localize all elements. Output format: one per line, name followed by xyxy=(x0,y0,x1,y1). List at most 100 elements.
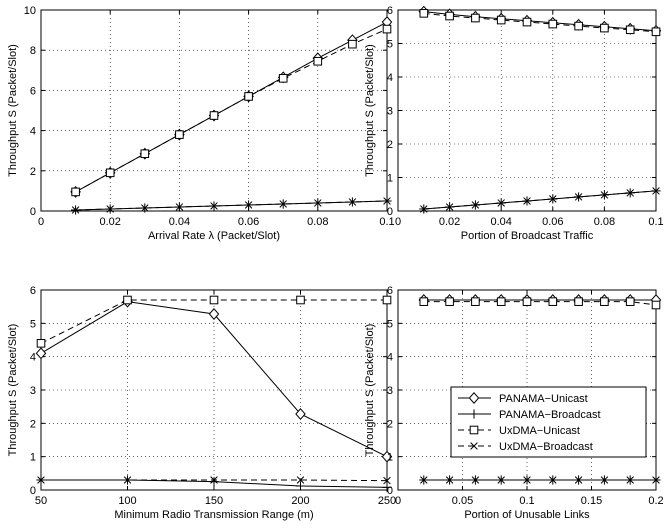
series-line xyxy=(423,301,657,306)
x-tick-label: 0.1 xyxy=(648,216,663,228)
series-line xyxy=(75,21,388,193)
data-point xyxy=(210,476,218,484)
y-tick-label: 6 xyxy=(387,5,393,17)
data-point xyxy=(383,476,391,485)
data-point xyxy=(471,476,480,484)
x-tick-label: 0 xyxy=(38,216,44,228)
y-tick-label: 0 xyxy=(387,206,393,218)
y-tick-label: 3 xyxy=(387,106,393,118)
legend: PANAMA−Unicast PANAMA−Broadcast UxDMA−Unic… xyxy=(450,386,647,458)
x-axis-label: Minimum Radio Transmission Range (m) xyxy=(114,509,313,521)
x-tick-label: 250 xyxy=(378,495,396,507)
data-point xyxy=(471,297,480,306)
y-tick-label: 8 xyxy=(30,45,36,57)
series-x xyxy=(37,476,391,485)
data-point xyxy=(625,297,635,306)
data-point xyxy=(278,74,288,83)
series-line xyxy=(423,190,657,210)
y-tick-label: 1 xyxy=(30,452,36,464)
x-tick-label: 0.2 xyxy=(648,495,663,507)
series-square xyxy=(419,297,661,310)
data-point xyxy=(600,476,609,484)
series-square xyxy=(36,295,392,348)
series-line xyxy=(75,200,388,211)
y-axis-label: Throughput S (Packet/Slot) xyxy=(7,44,19,177)
x-tick-label: 0.05 xyxy=(452,495,473,507)
y-tick-label: 3 xyxy=(387,385,393,397)
series-line xyxy=(75,28,388,193)
y-tick-label: 2 xyxy=(387,139,393,151)
x-tick-label: 0.06 xyxy=(238,216,259,228)
data-point xyxy=(522,297,532,306)
data-point xyxy=(522,17,532,27)
data-point xyxy=(209,111,219,120)
data-point xyxy=(141,204,149,212)
x-tick-label: 200 xyxy=(291,495,309,507)
data-point xyxy=(348,198,357,206)
chart-panel-4: 0 0.05 0.1 0.15 0.2 0 1 2 3 4 5 6 Portion of Unusabl… xyxy=(364,285,664,521)
series-square xyxy=(419,9,661,37)
legend-label: PANAMA−Broadcast xyxy=(499,409,601,421)
data-point xyxy=(523,197,531,205)
data-point xyxy=(626,189,634,197)
data-point xyxy=(208,308,220,320)
y-tick-label: 5 xyxy=(387,39,393,51)
data-point xyxy=(314,199,322,207)
y-axis-label: Throughput S (Packet/Slot) xyxy=(364,324,376,457)
data-point xyxy=(244,201,253,209)
data-point xyxy=(123,295,132,305)
x-tick-label: 0.04 xyxy=(490,216,511,228)
y-axis-label: Throughput S (Packet/Slot) xyxy=(364,44,376,177)
x-tick-label: 50 xyxy=(35,495,47,507)
series-square xyxy=(71,24,392,197)
legend-label: PANAMA−Unicast xyxy=(499,393,588,405)
series-line xyxy=(423,11,657,32)
data-point xyxy=(651,27,661,37)
series-x xyxy=(71,197,391,214)
data-point xyxy=(574,297,583,306)
x-axis-label: Arrival Rate λ (Packet/Slot) xyxy=(148,230,280,242)
data-point xyxy=(105,168,115,178)
data-point xyxy=(71,206,80,214)
y-tick-label: 0 xyxy=(30,206,36,218)
data-point xyxy=(71,187,80,197)
x-tick-label: 0.15 xyxy=(581,495,602,507)
y-tick-label: 2 xyxy=(30,166,36,178)
data-point xyxy=(496,15,506,25)
x-tick-label: 100 xyxy=(118,495,136,507)
legend-marker xyxy=(469,409,479,419)
data-point xyxy=(652,187,660,195)
data-point xyxy=(471,201,480,209)
legend-marker xyxy=(470,442,478,450)
legend-label: UxDMA−Broadcast xyxy=(499,441,593,453)
y-tick-label: 10 xyxy=(24,5,36,17)
y-tick-label: 1 xyxy=(387,452,393,464)
x-axis-label: Portion of Unusable Links xyxy=(464,509,590,521)
plot-frame xyxy=(40,9,388,212)
x-axis-label: Portion of Broadcast Traffic xyxy=(461,230,594,242)
data-point xyxy=(175,130,184,139)
x-tick-label: 0.1 xyxy=(379,216,394,228)
series-diamond xyxy=(35,295,393,463)
data-point xyxy=(445,476,454,484)
y-tick-label: 1 xyxy=(387,173,393,185)
data-point xyxy=(497,199,505,207)
data-point xyxy=(496,297,506,306)
legend-label: UxDMA−Unicast xyxy=(499,425,580,437)
data-point xyxy=(382,295,392,305)
y-tick-label: 2 xyxy=(387,418,393,430)
data-point xyxy=(106,205,114,213)
data-point xyxy=(549,476,557,484)
y-tick-label: 0 xyxy=(30,485,36,497)
x-tick-label: 0.08 xyxy=(307,216,328,228)
data-point xyxy=(574,193,583,201)
legend-marker xyxy=(469,425,479,435)
x-tick-label: 0.02 xyxy=(439,216,460,228)
x-tick-label: 0.06 xyxy=(542,216,563,228)
y-tick-label: 2 xyxy=(30,418,36,430)
x-tick-label: 150 xyxy=(205,495,223,507)
data-point xyxy=(471,13,480,23)
x-tick-label: 0.02 xyxy=(99,216,120,228)
y-tick-label: 0 xyxy=(387,485,393,497)
